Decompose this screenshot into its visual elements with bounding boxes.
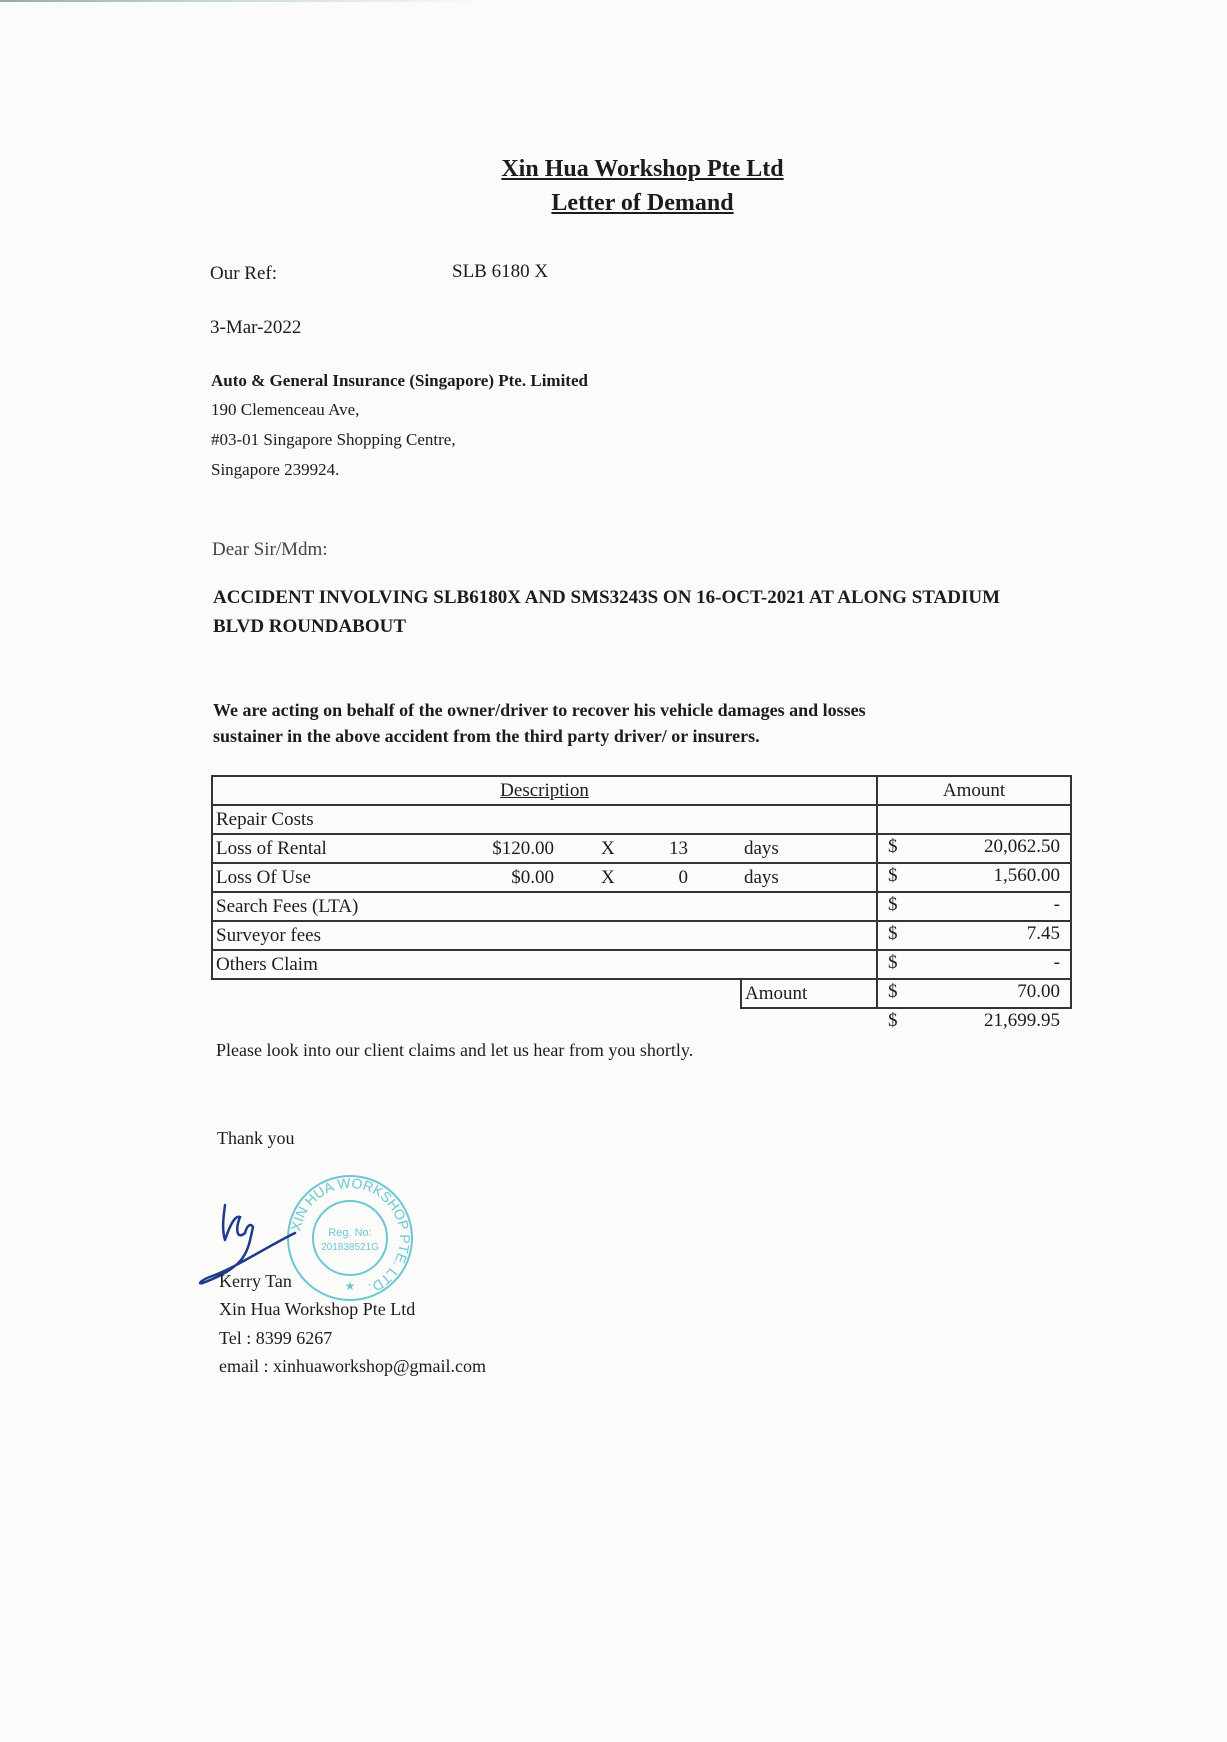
description-header-text: Description: [500, 780, 589, 801]
table-row: Surveyor fees $ -: [211, 920, 1072, 973]
ref-label: Our Ref:: [210, 263, 278, 284]
stamp-reg-label: Reg. No:: [328, 1227, 371, 1239]
claims-table: Description Amount Repair Costs $20,062.…: [211, 775, 1072, 1031]
row-unit: days: [744, 838, 779, 859]
table-row: Loss Of Use $0.00 X 0 days $ -: [211, 862, 1072, 915]
stamp-reg-number: 201838521G: [321, 1242, 379, 1253]
table-row: Others Claim $70.00: [211, 949, 1072, 1002]
total-label: Amount: [740, 978, 878, 1009]
subject-heading: BLVD ROUNDABOUT: [213, 616, 407, 637]
row-amount-cell: $7.45: [876, 891, 1072, 944]
intro-text: We are acting on behalf of the owner/dri…: [213, 700, 866, 720]
row-label: Repair Costs: [216, 809, 314, 830]
scan-edge: [0, 0, 1227, 2]
total-currency: $: [888, 1010, 898, 1031]
signoff-name: Kerry Tan: [219, 1271, 292, 1291]
total-amount: 21,699.95: [984, 1010, 1060, 1031]
row-amount-cell: $70.00: [876, 949, 1072, 1002]
intro-text: sustainer in the above accident from the…: [213, 726, 760, 746]
total-amount-cell: $21,699.95: [876, 978, 1072, 1031]
letter-subject: Letter of Demand: [551, 190, 734, 216]
signature: [198, 1203, 297, 1285]
description-header: Description: [211, 775, 878, 806]
row-amount-cell: $20,062.50: [876, 804, 1072, 857]
row-description: Surveyor fees: [211, 920, 878, 951]
row-amount-cell: $1,560.00: [876, 833, 1072, 886]
signoff-company: Xin Hua Workshop Pte Ltd: [219, 1299, 416, 1319]
row-description: Loss Of Use $0.00 X 0 days: [211, 862, 878, 893]
row-label: Search Fees (LTA): [216, 896, 359, 917]
row-multiplier: X: [601, 838, 615, 859]
amount-header: Amount: [876, 775, 1072, 806]
total-row: Amount $21,699.95: [212, 978, 1072, 1031]
row-multiplier: X: [601, 867, 615, 888]
row-label: Surveyor fees: [216, 925, 321, 946]
signoff-email: email : xinhuaworkshop@gmail.com: [219, 1356, 487, 1376]
row-unit: days: [744, 867, 779, 888]
ref-value: SLB 6180 X: [452, 261, 549, 282]
row-days: 0: [678, 867, 689, 888]
row-description: Repair Costs: [211, 804, 878, 835]
row-rate: $0.00: [511, 867, 554, 888]
row-amount-cell: $ -: [876, 862, 1072, 915]
total-spacer: [212, 978, 741, 1008]
row-label: Others Claim: [216, 954, 318, 975]
recipient-address-line: #03-01 Singapore Shopping Centre,: [211, 430, 456, 449]
row-description: Search Fees (LTA): [211, 891, 878, 922]
row-description: Loss of Rental $120.00 X 13 days: [211, 833, 878, 864]
row-description: Others Claim: [211, 949, 878, 980]
table-row: Repair Costs $20,062.50: [211, 804, 1072, 857]
company-stamp: XIN HUA WORKSHOP PTE. LTD. Reg. No: 2018…: [287, 1175, 413, 1301]
subject-heading: ACCIDENT INVOLVING SLB6180X AND SMS3243S…: [213, 587, 1001, 608]
recipient-address-line: 190 Clemenceau Ave,: [211, 400, 360, 419]
row-label: Loss Of Use: [216, 867, 311, 888]
letter-date: 3-Mar-2022: [210, 317, 302, 338]
thank-you: Thank you: [217, 1128, 295, 1148]
closing-text: Please look into our client claims and l…: [216, 1040, 694, 1060]
row-amount-cell: $ -: [876, 920, 1072, 973]
table-row: Loss of Rental $120.00 X 13 days $1,560.…: [211, 833, 1072, 886]
company-title: Xin Hua Workshop Pte Ltd: [501, 156, 784, 182]
table-row: Search Fees (LTA) $7.45: [211, 891, 1072, 944]
signoff-tel: Tel : 8399 6267: [219, 1328, 333, 1348]
row-days: 13: [669, 838, 688, 859]
salutation: Dear Sir/Mdm:: [212, 539, 328, 560]
row-label: Loss of Rental: [216, 838, 327, 859]
table-header: Description Amount: [211, 775, 1072, 806]
row-rate: $120.00: [492, 838, 554, 859]
recipient-address-line: Singapore 239924.: [211, 460, 340, 479]
recipient-name: Auto & General Insurance (Singapore) Pte…: [211, 371, 588, 390]
star-icon: ★: [345, 1279, 356, 1293]
